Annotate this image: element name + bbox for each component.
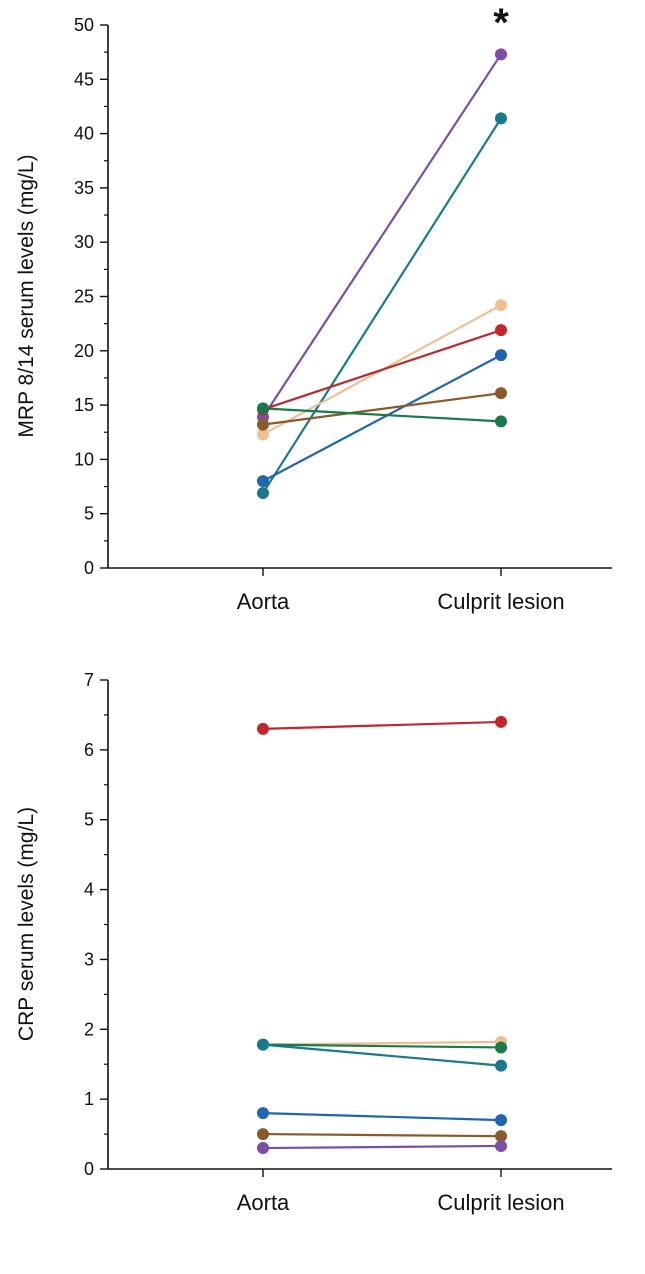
- data-point-series-1: [495, 715, 507, 728]
- y-axis-title: MRP 8/14 serum levels (mg/L): [15, 154, 38, 437]
- series-line-3: [262, 1043, 502, 1049]
- data-point-series-5: [257, 1107, 269, 1120]
- series-line-2: [262, 117, 502, 494]
- series-line-6: [262, 392, 502, 426]
- data-point-series-1: [495, 48, 507, 61]
- data-point-series-5: [495, 349, 507, 362]
- y-tick-label: 20: [74, 341, 94, 361]
- x-tick-label: Aorta: [237, 589, 290, 614]
- y-tick-label: 0: [84, 558, 94, 578]
- y-tick-label: 5: [84, 810, 94, 830]
- data-point-series-7: [495, 415, 507, 428]
- data-point-series-7: [257, 402, 269, 415]
- data-point-series-3: [495, 299, 507, 312]
- data-point-series-4: [495, 324, 507, 337]
- data-point-series-5: [257, 475, 269, 488]
- data-point-series-6: [495, 1130, 507, 1143]
- y-tick-label: 10: [74, 449, 94, 469]
- data-point-series-2: [495, 112, 507, 125]
- x-tick-label: Aorta: [237, 1190, 290, 1215]
- y-tick-label: 5: [84, 504, 94, 524]
- series-line-5: [262, 1112, 502, 1122]
- y-tick-label: 1: [84, 1089, 94, 1109]
- y-tick-label: 2: [84, 1019, 94, 1039]
- y-tick-label: 40: [74, 124, 94, 144]
- data-point-series-2: [257, 487, 269, 500]
- data-point-series-3: [495, 1041, 507, 1054]
- x-tick-label: Culprit lesion: [437, 589, 564, 614]
- data-point-series-4: [257, 1038, 269, 1051]
- y-tick-label: 0: [84, 1159, 94, 1179]
- series-line-6: [262, 1132, 502, 1138]
- data-point-series-6: [257, 418, 269, 431]
- data-point-series-7: [257, 1142, 269, 1155]
- data-point-series-6: [257, 1128, 269, 1141]
- y-axis-title: CRP serum levels (mg/L): [15, 807, 38, 1041]
- y-tick-label: 45: [74, 69, 94, 89]
- data-point-series-5: [495, 1114, 507, 1127]
- y-tick-label: 4: [84, 880, 94, 900]
- data-point-series-3: [257, 428, 269, 441]
- data-point-series-4: [495, 1059, 507, 1072]
- x-tick-label: Culprit lesion: [437, 1190, 564, 1215]
- series-line-7: [262, 407, 502, 423]
- data-point-series-6: [495, 387, 507, 400]
- y-tick-label: 3: [84, 949, 94, 969]
- significance-annotation: *: [493, 1, 509, 45]
- y-tick-label: 15: [74, 395, 94, 415]
- data-point-series-1: [257, 722, 269, 735]
- y-tick-label: 35: [74, 178, 94, 198]
- y-tick-label: 30: [74, 232, 94, 252]
- data-point-series-7: [495, 1139, 507, 1152]
- y-tick-label: 6: [84, 740, 94, 760]
- series-line-4: [262, 329, 502, 411]
- series-line-7: [262, 1144, 502, 1150]
- series-line-1: [262, 53, 502, 418]
- y-tick-label: 50: [74, 15, 94, 35]
- y-tick-label: 7: [84, 670, 94, 690]
- y-tick-label: 25: [74, 287, 94, 307]
- series-line-1: [262, 720, 502, 730]
- series-line-4: [262, 1043, 502, 1067]
- series-line-5: [262, 354, 502, 483]
